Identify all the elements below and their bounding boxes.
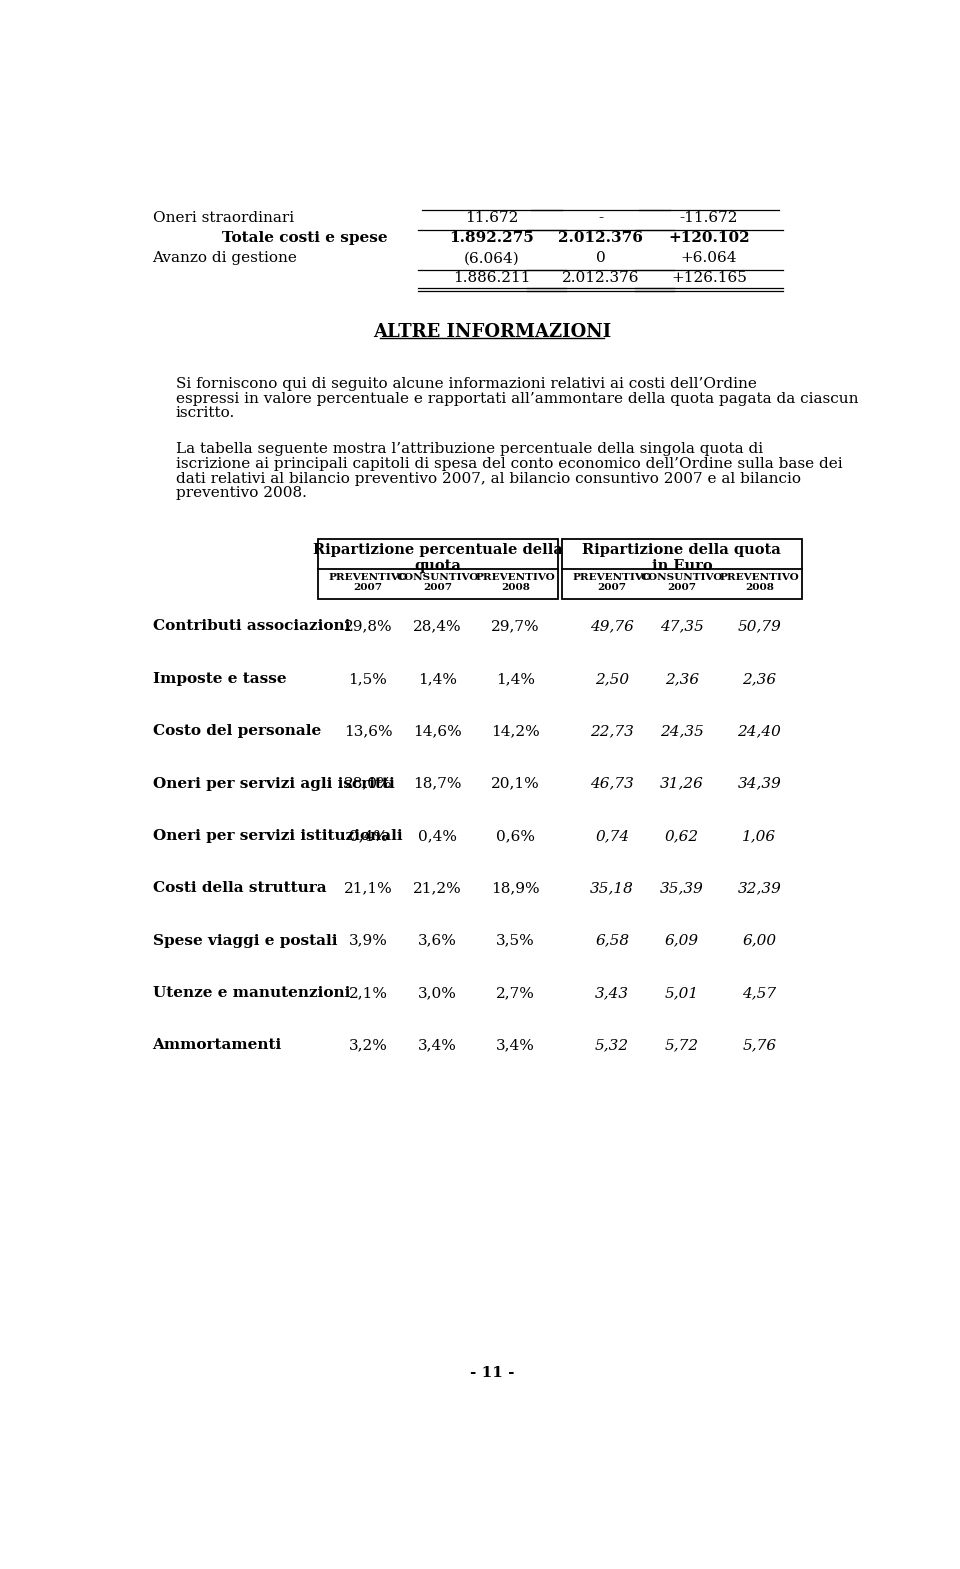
Text: 3,9%: 3,9% <box>348 934 388 948</box>
Text: 2,50: 2,50 <box>595 672 629 686</box>
Text: 3,0%: 3,0% <box>419 985 457 999</box>
Text: Contributi associazioni: Contributi associazioni <box>153 620 350 634</box>
Text: 5,76: 5,76 <box>742 1039 777 1053</box>
Text: 28,4%: 28,4% <box>414 620 462 634</box>
Text: 1.892.275: 1.892.275 <box>449 231 535 245</box>
Text: 21,2%: 21,2% <box>414 882 462 896</box>
Text: 13,6%: 13,6% <box>344 725 393 737</box>
Text: 32,39: 32,39 <box>737 882 781 896</box>
Text: 3,2%: 3,2% <box>348 1039 388 1053</box>
Text: Spese viaggi e postali: Spese viaggi e postali <box>153 934 337 948</box>
Text: Oneri straordinari: Oneri straordinari <box>153 212 294 226</box>
Text: - 11 -: - 11 - <box>469 1367 515 1381</box>
Text: 5,72: 5,72 <box>665 1039 699 1053</box>
Text: 1,06: 1,06 <box>742 828 777 843</box>
Bar <box>318 538 558 599</box>
Text: 35,39: 35,39 <box>660 882 704 896</box>
Text: PREVENTIVO
2008: PREVENTIVO 2008 <box>719 573 800 592</box>
Text: 2,1%: 2,1% <box>348 985 388 999</box>
Text: 1.886.211: 1.886.211 <box>453 271 531 286</box>
Text: -: - <box>598 212 603 226</box>
Text: 0,62: 0,62 <box>665 828 699 843</box>
Text: 3,43: 3,43 <box>595 985 629 999</box>
Text: preventivo 2008.: preventivo 2008. <box>176 486 306 501</box>
Text: 14,2%: 14,2% <box>491 725 540 737</box>
Text: Costi della struttura: Costi della struttura <box>153 882 326 896</box>
Text: -11.672: -11.672 <box>680 212 738 226</box>
Text: Totale costi e spese: Totale costi e spese <box>223 231 388 245</box>
Text: 28,0%: 28,0% <box>344 777 393 791</box>
Text: iscritto.: iscritto. <box>176 406 235 420</box>
Text: 0,4%: 0,4% <box>419 828 457 843</box>
Text: 1,4%: 1,4% <box>419 672 457 686</box>
Text: 35,18: 35,18 <box>590 882 634 896</box>
Text: 4,57: 4,57 <box>742 985 777 999</box>
Text: 0,4%: 0,4% <box>348 828 388 843</box>
Text: 14,6%: 14,6% <box>414 725 462 737</box>
Text: 2,36: 2,36 <box>742 672 777 686</box>
Text: ALTRE INFORMAZIONI: ALTRE INFORMAZIONI <box>372 323 612 340</box>
Text: 0: 0 <box>595 251 606 265</box>
Text: 6,58: 6,58 <box>595 934 629 948</box>
Text: 3,6%: 3,6% <box>419 934 457 948</box>
Text: Ammortamenti: Ammortamenti <box>153 1039 282 1053</box>
Text: 24,40: 24,40 <box>737 725 781 737</box>
Text: 18,7%: 18,7% <box>414 777 462 791</box>
Bar <box>562 538 802 599</box>
Text: 20,1%: 20,1% <box>491 777 540 791</box>
Text: +120.102: +120.102 <box>668 231 750 245</box>
Text: dati relativi al bilancio preventivo 2007, al bilancio consuntivo 2007 e al bila: dati relativi al bilancio preventivo 200… <box>176 472 801 486</box>
Text: 6,09: 6,09 <box>665 934 699 948</box>
Text: 1,5%: 1,5% <box>348 672 388 686</box>
Text: 3,4%: 3,4% <box>419 1039 457 1053</box>
Text: 29,8%: 29,8% <box>344 620 393 634</box>
Text: Ripartizione percentuale della
quota: Ripartizione percentuale della quota <box>313 543 563 573</box>
Text: Ripartizione della quota
in Euro: Ripartizione della quota in Euro <box>583 543 781 573</box>
Text: 50,79: 50,79 <box>737 620 781 634</box>
Text: Avanzo di gestione: Avanzo di gestione <box>153 251 298 265</box>
Text: 0,6%: 0,6% <box>495 828 535 843</box>
Text: Imposte e tasse: Imposte e tasse <box>153 672 286 686</box>
Text: (6.064): (6.064) <box>464 251 520 265</box>
Text: espressi in valore percentuale e rapportati all’ammontare della quota pagata da : espressi in valore percentuale e rapport… <box>176 392 858 405</box>
Text: 2,7%: 2,7% <box>495 985 535 999</box>
Text: 29,7%: 29,7% <box>491 620 540 634</box>
Text: 2.012.376: 2.012.376 <box>558 231 643 245</box>
Text: +126.165: +126.165 <box>671 271 747 286</box>
Text: 0,74: 0,74 <box>595 828 629 843</box>
Text: 3,4%: 3,4% <box>495 1039 535 1053</box>
Text: 2.012.376: 2.012.376 <box>562 271 639 286</box>
Text: CONSUNTIVO
2007: CONSUNTIVO 2007 <box>396 573 479 592</box>
Text: 24,35: 24,35 <box>660 725 704 737</box>
Text: 5,32: 5,32 <box>595 1039 629 1053</box>
Text: Oneri per servizi istituzionali: Oneri per servizi istituzionali <box>153 828 402 843</box>
Text: 11.672: 11.672 <box>466 212 518 226</box>
Text: 31,26: 31,26 <box>660 777 704 791</box>
Text: 3,5%: 3,5% <box>496 934 535 948</box>
Text: 34,39: 34,39 <box>737 777 781 791</box>
Text: 6,00: 6,00 <box>742 934 777 948</box>
Text: 2,36: 2,36 <box>665 672 699 686</box>
Text: 1,4%: 1,4% <box>495 672 535 686</box>
Text: Utenze e manutenzioni: Utenze e manutenzioni <box>153 985 350 999</box>
Text: La tabella seguente mostra l’attribuzione percentuale della singola quota di: La tabella seguente mostra l’attribuzion… <box>176 442 763 457</box>
Text: 46,73: 46,73 <box>590 777 634 791</box>
Text: PREVENTIVO
2008: PREVENTIVO 2008 <box>475 573 555 592</box>
Text: Oneri per servizi agli iscritti: Oneri per servizi agli iscritti <box>153 777 395 791</box>
Text: PREVENTIVO
2007: PREVENTIVO 2007 <box>328 573 408 592</box>
Text: PREVENTIVO
2007: PREVENTIVO 2007 <box>572 573 652 592</box>
Text: Costo del personale: Costo del personale <box>153 725 321 737</box>
Text: Si forniscono qui di seguito alcune informazioni relativi ai costi dell’Ordine: Si forniscono qui di seguito alcune info… <box>176 377 756 391</box>
Text: 21,1%: 21,1% <box>344 882 393 896</box>
Text: 49,76: 49,76 <box>590 620 634 634</box>
Text: iscrizione ai principali capitoli di spesa del conto economico dell’Ordine sulla: iscrizione ai principali capitoli di spe… <box>176 457 843 471</box>
Text: 47,35: 47,35 <box>660 620 704 634</box>
Text: 5,01: 5,01 <box>665 985 699 999</box>
Text: CONSUNTIVO
2007: CONSUNTIVO 2007 <box>640 573 723 592</box>
Text: 18,9%: 18,9% <box>491 882 540 896</box>
Text: +6.064: +6.064 <box>681 251 737 265</box>
Text: 22,73: 22,73 <box>590 725 634 737</box>
